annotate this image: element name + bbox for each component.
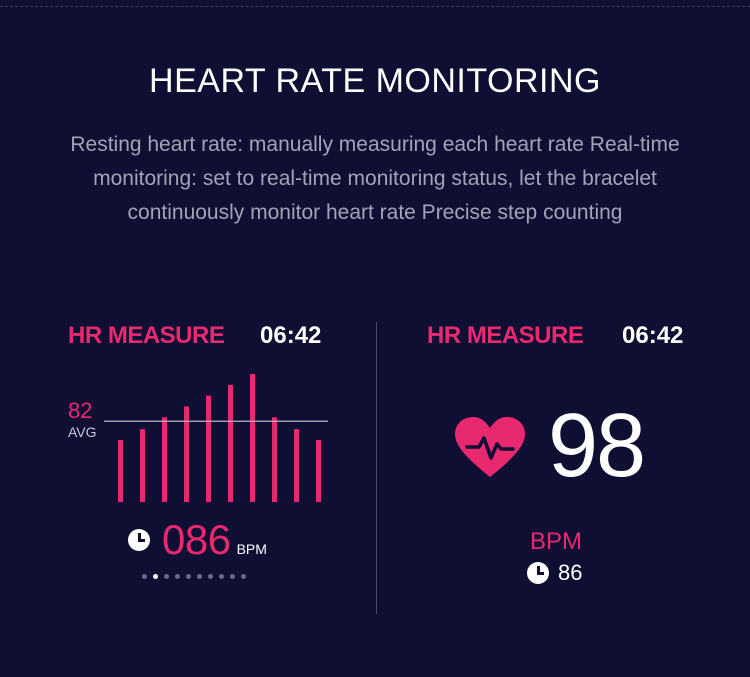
heart-pulse-icon <box>455 417 525 477</box>
clock-icon <box>128 529 150 551</box>
page-dot <box>219 574 224 579</box>
page-dot <box>164 574 169 579</box>
clock-icon <box>527 562 549 584</box>
hr-bar <box>250 374 255 502</box>
page-dot <box>186 574 191 579</box>
page-indicator <box>142 574 246 579</box>
hr-bar <box>272 417 277 502</box>
hr-bar <box>228 384 233 502</box>
center-divider <box>376 322 377 614</box>
heart-rate-bar-chart <box>104 374 328 502</box>
page-dot <box>175 574 180 579</box>
hr-bar <box>140 429 145 502</box>
hr-bar <box>316 439 321 502</box>
description-text: Resting heart rate: manually measuring e… <box>70 133 680 224</box>
avg-label: AVG <box>68 424 97 440</box>
hr-bar <box>162 417 167 502</box>
page-dot <box>208 574 213 579</box>
left-time: 06:42 <box>260 322 322 349</box>
bpm-unit-right: BPM <box>530 528 583 555</box>
left-hr-measure-label: HR MEASURE <box>68 322 225 349</box>
top-border <box>0 6 750 7</box>
resting-value: 86 <box>558 560 583 585</box>
avg-value: 82 <box>68 398 93 423</box>
bpm-value: 086 <box>162 516 231 563</box>
page-dot <box>241 574 246 579</box>
right-hr-measure-label: HR MEASURE <box>427 322 584 349</box>
bpm-unit: BPM <box>236 541 267 557</box>
hr-bar <box>294 429 299 502</box>
bpm-row: 086 BPM <box>128 516 267 564</box>
hr-bar <box>118 439 123 502</box>
page-dot <box>153 574 158 579</box>
right-time: 06:42 <box>622 322 684 349</box>
heart-rate-value: 98 <box>548 396 646 496</box>
page-dot <box>142 574 147 579</box>
page-dot <box>230 574 235 579</box>
page-title: HEART RATE MONITORING <box>149 62 601 100</box>
resting-row: 86 <box>527 560 582 586</box>
hr-bar <box>184 406 189 502</box>
page-dot <box>197 574 202 579</box>
hr-bar <box>206 395 211 502</box>
